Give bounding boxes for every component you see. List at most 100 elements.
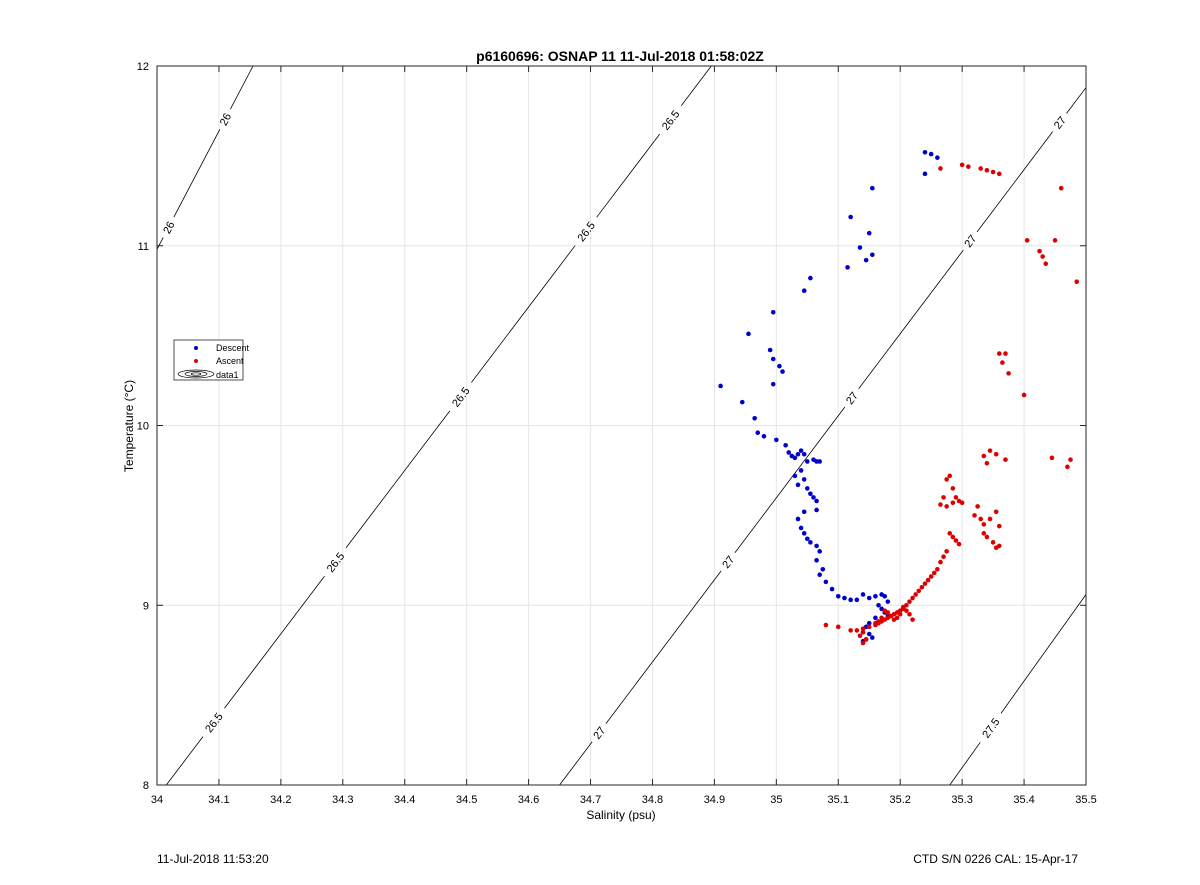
ascent-point: [978, 166, 984, 171]
ascent-point: [959, 500, 965, 506]
descent-point: [866, 631, 872, 637]
descent-point: [820, 567, 826, 572]
ascent-point: [956, 541, 962, 547]
x-tick-label: 34.9: [704, 794, 725, 806]
x-tick-label: 35.2: [889, 794, 910, 806]
ascent-point: [879, 615, 884, 621]
legend-data1-label: data1: [216, 370, 239, 380]
y-axis: 8 9 10 11 12: [137, 61, 1086, 792]
descent-point: [805, 536, 810, 542]
ascent-point: [996, 171, 1002, 177]
descent-point: [848, 597, 853, 603]
x-tick-label: 34.5: [456, 794, 477, 806]
descent-point: [823, 579, 829, 585]
ascent-point: [978, 516, 984, 522]
contour-label: 26: [218, 111, 234, 127]
ascent-point: [941, 554, 946, 560]
x-tick-label: 34.4: [394, 794, 415, 806]
contour-line: [1000, 594, 1087, 714]
data-points: [718, 149, 1080, 646]
ascent-point: [953, 495, 959, 500]
x-tick-label: 34.7: [580, 794, 601, 806]
descent-point: [922, 149, 928, 155]
descent-point: [814, 543, 819, 549]
contour-line: [949, 742, 981, 786]
x-tick-label: 35.4: [1013, 794, 1034, 806]
descent-point: [770, 381, 776, 387]
ascent-point: [987, 448, 993, 453]
descent-point: [798, 525, 804, 531]
ascent-point: [873, 620, 878, 626]
ascent-point: [1003, 351, 1008, 356]
descent-point: [866, 230, 872, 236]
ascent-point: [1052, 238, 1058, 243]
ascent-point: [913, 592, 918, 597]
contour-label: 27: [1052, 115, 1069, 132]
ascent-point: [966, 164, 971, 169]
contour-line: [858, 249, 964, 390]
contour-label: 26.5: [450, 385, 473, 409]
descent-point: [801, 288, 807, 293]
descent-point: [801, 509, 807, 515]
legend-descent-marker: [194, 346, 198, 350]
ascent-point: [984, 167, 990, 173]
descent-point: [876, 602, 881, 608]
ascent-point: [882, 608, 888, 613]
ascent-point: [907, 611, 912, 617]
descent-point: [718, 383, 723, 389]
ascent-point: [1006, 371, 1011, 376]
y-tick-label: 9: [143, 600, 149, 612]
descent-point: [848, 214, 853, 220]
descent-point: [814, 498, 819, 504]
ascent-point: [950, 500, 956, 506]
descent-point: [752, 416, 757, 421]
contour-label: 27: [844, 390, 861, 407]
descent-point: [935, 155, 940, 160]
ascent-point: [1043, 261, 1049, 267]
ascent-point: [1065, 464, 1070, 470]
ascent-point: [944, 549, 949, 554]
legend-contour-icon: [177, 369, 215, 379]
ascent-point: [938, 559, 943, 565]
descent-point: [817, 572, 822, 577]
ascent-point: [928, 574, 934, 579]
contour-label: 26.5: [203, 711, 226, 735]
contour-line: [605, 570, 722, 724]
descent-point: [798, 468, 804, 473]
contour-line: [976, 131, 1054, 233]
y-tick-label: 8: [143, 780, 149, 792]
x-tick-label: 34.3: [332, 794, 353, 806]
ascent-point: [922, 581, 928, 586]
descent-point: [922, 171, 928, 177]
ascent-point: [900, 606, 906, 612]
descent-point: [777, 363, 782, 369]
ascent-point: [888, 613, 894, 619]
ascent-point: [1049, 455, 1055, 461]
descent-point: [805, 459, 810, 464]
ascent-point: [1000, 360, 1005, 365]
ascent-point: [981, 453, 987, 459]
descent-point: [835, 593, 841, 599]
ascent-point: [993, 509, 999, 515]
descent-point: [808, 275, 813, 281]
ascent-point: [854, 628, 860, 633]
descent-point: [885, 599, 891, 604]
descent-point: [792, 473, 798, 479]
contour-line: [734, 406, 846, 553]
contour-line: [230, 65, 254, 110]
descent-point: [873, 593, 878, 599]
descent-point: [829, 586, 835, 592]
ascent-point: [993, 451, 999, 457]
descent-point: [842, 595, 847, 601]
contour-line: [471, 245, 576, 383]
ascent-point: [919, 584, 925, 590]
contour-label: 26.5: [575, 220, 598, 244]
series-descent: [718, 149, 940, 644]
descent-point: [795, 451, 801, 457]
ascent-point: [944, 504, 949, 509]
ascent-point: [984, 534, 990, 540]
descent-point: [866, 620, 872, 626]
ascent-point: [950, 534, 956, 540]
ascent-point: [1068, 457, 1073, 462]
ascent-point: [938, 502, 943, 507]
